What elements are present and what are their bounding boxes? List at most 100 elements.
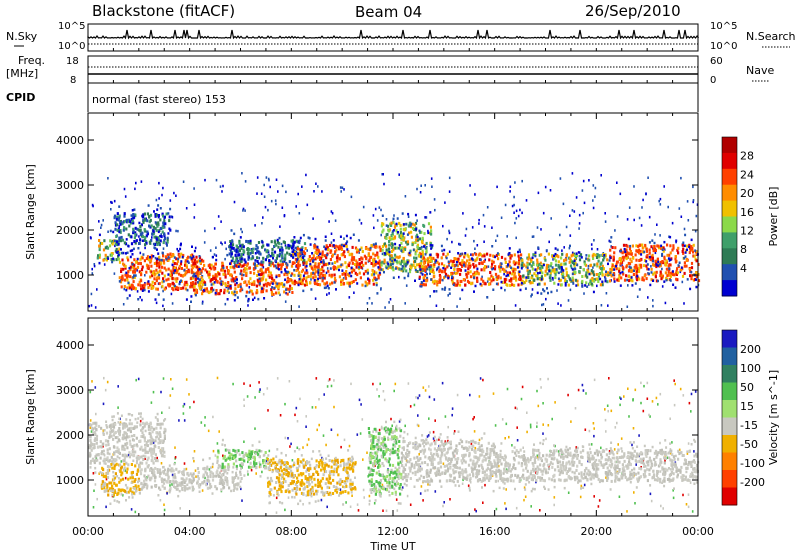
echo-cell (220, 283, 222, 286)
echo-cell (144, 289, 146, 292)
echo-cell (92, 272, 94, 275)
echo-cell (124, 274, 126, 277)
echo-cell (405, 223, 407, 226)
echo-cell (345, 270, 347, 273)
echo-cell (127, 297, 129, 300)
echo-cell (493, 392, 495, 395)
echo-cell (164, 428, 166, 431)
echo-cell (309, 263, 311, 266)
echo-cell (316, 249, 318, 252)
echo-cell (138, 412, 140, 415)
echo-cell (121, 276, 123, 279)
echo-cell (323, 263, 325, 266)
echo-cell (194, 250, 196, 253)
echo-cell (216, 254, 218, 257)
echo-cell (473, 290, 475, 293)
echo-cell (269, 450, 271, 453)
echo-cell (585, 281, 587, 284)
echo-cell (106, 432, 108, 435)
echo-cell (562, 277, 564, 280)
echo-cell (109, 465, 111, 468)
echo-cell (284, 403, 286, 406)
echo-cell (630, 270, 632, 273)
echo-cell (581, 275, 583, 278)
echo-cell (652, 263, 654, 266)
echo-cell (123, 215, 125, 218)
echo-cell (255, 267, 257, 270)
echo-cell (416, 263, 418, 266)
echo-cell (113, 415, 115, 418)
echo-cell (315, 238, 317, 241)
echo-cell (619, 404, 621, 407)
echo-cell (613, 268, 615, 271)
echo-cell (212, 416, 214, 419)
echo-cell (398, 173, 400, 176)
echo-cell (473, 416, 475, 419)
echo-cell (199, 278, 201, 281)
echo-cell (393, 229, 395, 232)
echo-cell (98, 425, 100, 428)
echo-cell (249, 286, 251, 289)
echo-cell (361, 261, 363, 264)
echo-cell (637, 296, 639, 299)
echo-cell (140, 262, 142, 265)
echo-cell (446, 257, 448, 260)
echo-cell (124, 490, 126, 493)
echo-cell (153, 230, 155, 233)
echo-cell (151, 236, 153, 239)
echo-cell (381, 261, 383, 264)
echo-cell (514, 272, 516, 275)
echo-cell (126, 238, 128, 241)
echo-cell (679, 262, 681, 265)
echo-cell (176, 277, 178, 280)
echo-cell (516, 408, 518, 411)
echo-cell (105, 444, 107, 447)
echo-cell (592, 254, 594, 257)
echo-cell (423, 232, 425, 235)
echo-cell (353, 234, 355, 237)
echo-cell (240, 283, 242, 286)
echo-cell (588, 179, 590, 182)
echo-cell (685, 265, 687, 268)
echo-cell (325, 239, 327, 242)
echo-cell (317, 266, 319, 269)
echo-cell (382, 215, 384, 218)
echo-cell (225, 303, 227, 306)
echo-cell (121, 466, 123, 469)
echo-cell (148, 290, 150, 293)
echo-cell (97, 257, 99, 260)
echo-cell (443, 264, 445, 267)
echo-cell (496, 508, 498, 511)
echo-cell (484, 484, 486, 487)
echo-cell (568, 299, 570, 302)
echo-cell (661, 260, 663, 263)
echo-cell (139, 258, 141, 261)
echo-cell (180, 280, 182, 283)
echo-cell (684, 272, 686, 275)
echo-cell (96, 288, 98, 291)
echo-cell (505, 283, 507, 286)
echo-cell (186, 266, 188, 269)
echo-cell (348, 264, 350, 267)
echo-cell (682, 250, 684, 253)
nsearch-tick-low: 10^0 (710, 41, 737, 52)
echo-cell (208, 430, 210, 433)
echo-cell (177, 258, 179, 261)
echo-cell (103, 460, 105, 463)
echo-cell (131, 463, 133, 466)
echo-cell (407, 261, 409, 264)
echo-cell (345, 242, 347, 245)
echo-cell (194, 204, 196, 207)
echo-cell (165, 279, 167, 282)
echo-cell (279, 237, 281, 240)
echo-cell (249, 266, 251, 269)
echo-cell (131, 242, 133, 245)
echo-cell (338, 269, 340, 272)
echo-cell (639, 217, 641, 220)
echo-cell (279, 225, 281, 228)
echo-cell (317, 246, 319, 249)
echo-cell (124, 188, 126, 191)
echo-cell (239, 249, 241, 252)
echo-cell (409, 252, 411, 255)
echo-cell (646, 250, 648, 253)
